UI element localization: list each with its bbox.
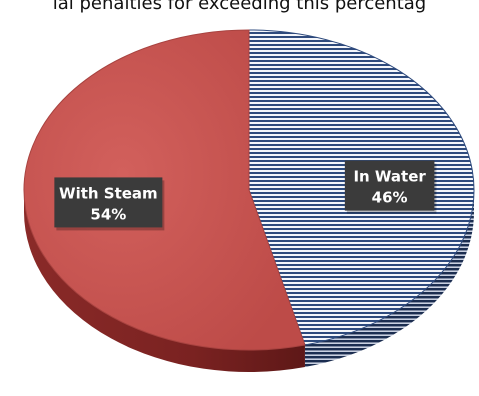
pie-side-in-water	[304, 190, 474, 367]
data-label-category: With Steam	[59, 184, 158, 202]
data-label-value: 54%	[90, 205, 126, 223]
pie-side-with-steam	[24, 190, 305, 372]
pie-data-labels: In Water 46% With Steam 54%	[54, 160, 437, 231]
data-label-with-steam: With Steam 54%	[54, 177, 165, 231]
pie-slice-with-steam	[23, 29, 306, 351]
data-label-in-water: In Water 46%	[344, 160, 437, 214]
data-label-category: In Water	[353, 168, 426, 186]
clipped-caption-text: ial penalties for exceeding this percent…	[52, 0, 427, 14]
data-label-box	[344, 160, 435, 211]
data-label-box	[54, 177, 163, 228]
pie-sides	[24, 190, 474, 372]
data-label-value: 46%	[372, 189, 408, 207]
